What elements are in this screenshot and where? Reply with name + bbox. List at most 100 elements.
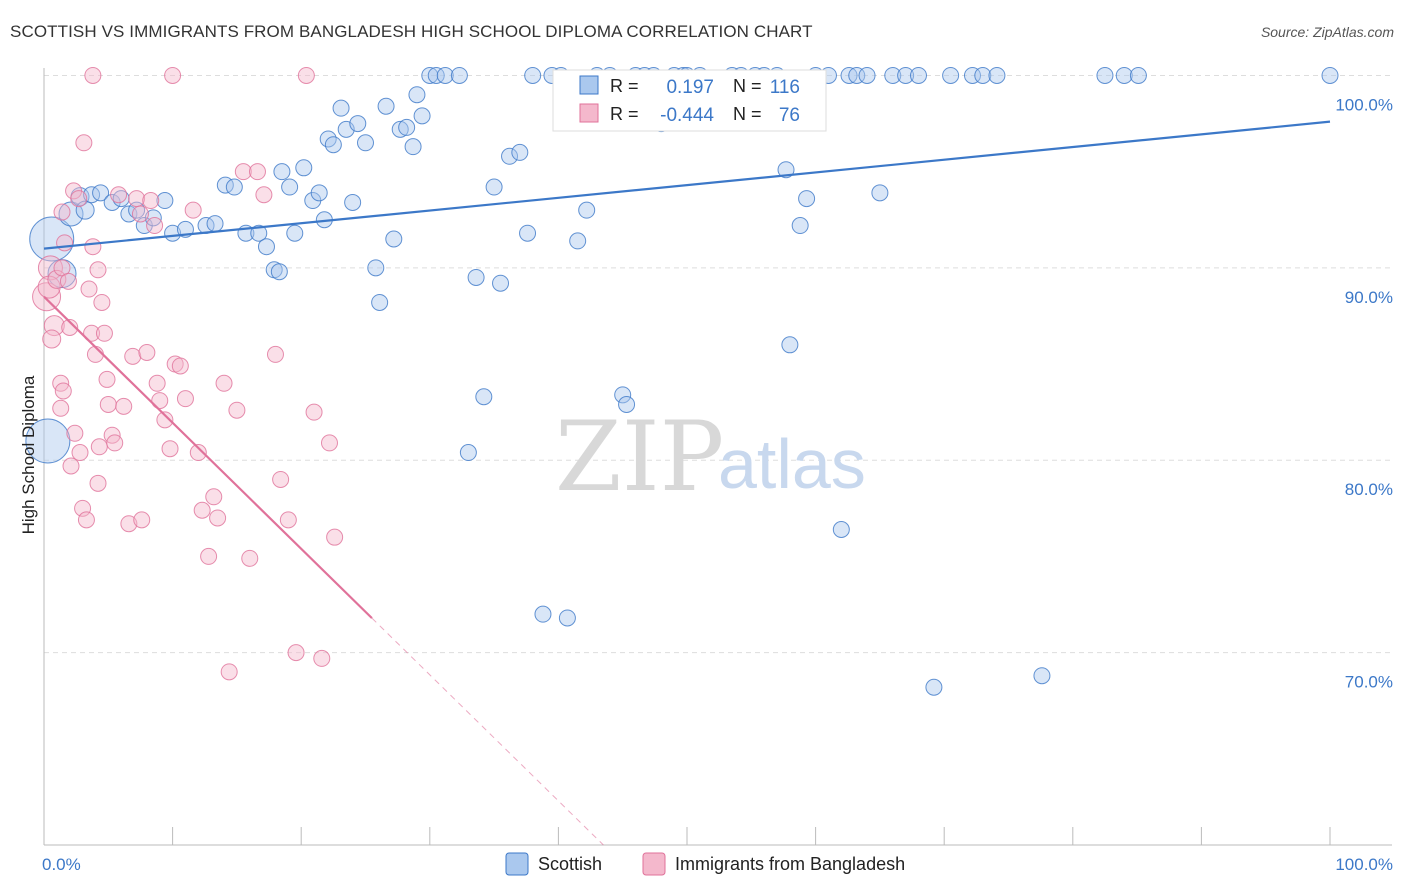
bangladesh-point bbox=[32, 282, 62, 312]
scottish-point bbox=[858, 66, 876, 84]
bangladesh-point bbox=[305, 403, 323, 421]
y-tick-labels: 70.0% 80.0% 90.0% 100.0% bbox=[1335, 95, 1393, 691]
axes bbox=[43, 68, 1392, 846]
bangladesh-point bbox=[241, 549, 259, 567]
bangladesh-point bbox=[53, 203, 71, 221]
legend-r-label-2: R = bbox=[610, 104, 639, 124]
bangladesh-point bbox=[42, 329, 62, 349]
scottish-point bbox=[344, 193, 362, 211]
scottish-point bbox=[377, 97, 395, 115]
y-tick-label: 100.0% bbox=[1335, 95, 1393, 114]
legend-swatch-bangladesh bbox=[579, 103, 599, 123]
bottom-legend-scottish: Scottish bbox=[538, 854, 602, 874]
scottish-point bbox=[897, 66, 915, 84]
bangladesh-trend-line bbox=[43, 295, 373, 619]
scottish-point bbox=[988, 66, 1006, 84]
scottish-point bbox=[501, 147, 519, 165]
bangladesh-point bbox=[193, 501, 211, 519]
scottish-point bbox=[270, 263, 288, 281]
bangladesh-point bbox=[228, 401, 246, 419]
bangladesh-point bbox=[248, 163, 266, 181]
scottish-point bbox=[349, 115, 367, 133]
scottish-point bbox=[909, 66, 927, 84]
scottish-point bbox=[250, 224, 268, 242]
y-axis-label: High School Diploma bbox=[19, 375, 38, 534]
scottish-point bbox=[848, 66, 866, 84]
bangladesh-point bbox=[99, 395, 117, 413]
bangladesh-point bbox=[133, 511, 151, 529]
scottish-point bbox=[492, 274, 510, 292]
scottish-point bbox=[485, 178, 503, 196]
bangladesh-point bbox=[279, 511, 297, 529]
bangladesh-point bbox=[320, 434, 338, 452]
scottish-point bbox=[459, 444, 477, 462]
bangladesh-point bbox=[84, 238, 102, 256]
scottish-point bbox=[777, 161, 795, 179]
y-tick-label: 80.0% bbox=[1345, 480, 1393, 499]
scottish-point bbox=[206, 215, 224, 233]
bangladesh-point bbox=[272, 470, 290, 488]
series-legend: Scottish Immigrants from Bangladesh bbox=[505, 852, 905, 876]
bangladesh-point bbox=[80, 280, 98, 298]
scottish-point bbox=[156, 192, 174, 210]
scottish-point bbox=[578, 201, 596, 219]
bangladesh-point bbox=[52, 399, 70, 417]
bangladesh-point bbox=[54, 382, 72, 400]
y-tick-label: 70.0% bbox=[1345, 673, 1393, 692]
bangladesh-point bbox=[120, 515, 138, 533]
bangladesh-point bbox=[115, 397, 133, 415]
legend-n-value-1: 116 bbox=[770, 77, 800, 98]
scottish-point bbox=[357, 134, 374, 152]
bangladesh-point bbox=[98, 370, 116, 388]
bangladesh-point bbox=[83, 324, 101, 342]
legend-n-label-2: N = bbox=[733, 104, 762, 124]
bangladesh-points bbox=[32, 66, 344, 681]
y-tick-label: 90.0% bbox=[1345, 288, 1393, 307]
bangladesh-point bbox=[138, 343, 156, 361]
legend-r-label-1: R = bbox=[610, 76, 639, 96]
bangladesh-point bbox=[148, 374, 166, 392]
bangladesh-point bbox=[89, 474, 107, 492]
scottish-point bbox=[427, 66, 445, 84]
scottish-point bbox=[871, 184, 889, 202]
bangladesh-point bbox=[171, 357, 189, 375]
bangladesh-point bbox=[75, 134, 93, 152]
source-label: Source: ZipAtlas.com bbox=[1260, 24, 1394, 40]
bangladesh-point bbox=[184, 201, 202, 219]
bangladesh-point bbox=[297, 66, 315, 84]
chart-title: SCOTTISH VS IMMIGRANTS FROM BANGLADESH H… bbox=[10, 22, 813, 41]
bangladesh-point bbox=[71, 444, 89, 462]
bangladesh-point bbox=[142, 192, 160, 210]
scottish-point bbox=[25, 418, 71, 464]
scottish-point bbox=[29, 216, 75, 262]
scottish-point bbox=[524, 66, 542, 84]
scottish-point bbox=[385, 230, 403, 248]
x-tick-label-min: 0.0% bbox=[42, 855, 81, 874]
scottish-point bbox=[467, 268, 485, 286]
bangladesh-point bbox=[161, 440, 179, 458]
bangladesh-point bbox=[95, 324, 113, 342]
scottish-point bbox=[519, 224, 537, 242]
legend-r-value-1: 0.197 bbox=[666, 77, 714, 98]
bangladesh-point bbox=[110, 186, 128, 204]
bangladesh-point bbox=[77, 511, 95, 529]
scottish-point bbox=[511, 143, 529, 161]
bangladesh-point bbox=[313, 649, 331, 667]
watermark: ZIP atlas bbox=[555, 401, 866, 513]
scottish-point bbox=[1115, 66, 1133, 84]
legend-swatch-scottish bbox=[579, 75, 599, 95]
x-tick-label-max: 100.0% bbox=[1335, 855, 1393, 874]
correlation-legend: R = 0.197 N = 116 R = -0.444 N = 76 bbox=[552, 69, 827, 132]
bangladesh-point bbox=[84, 66, 102, 84]
scottish-point bbox=[534, 605, 552, 623]
scottish-point bbox=[475, 388, 493, 406]
scottish-point bbox=[408, 86, 426, 104]
bangladesh-point bbox=[93, 293, 111, 311]
scottish-point bbox=[450, 66, 468, 84]
scottish-point bbox=[974, 66, 992, 84]
bangladesh-point bbox=[106, 434, 124, 452]
scottish-point bbox=[1096, 66, 1114, 84]
bangladesh-point bbox=[326, 528, 344, 546]
scottish-point bbox=[75, 200, 95, 220]
